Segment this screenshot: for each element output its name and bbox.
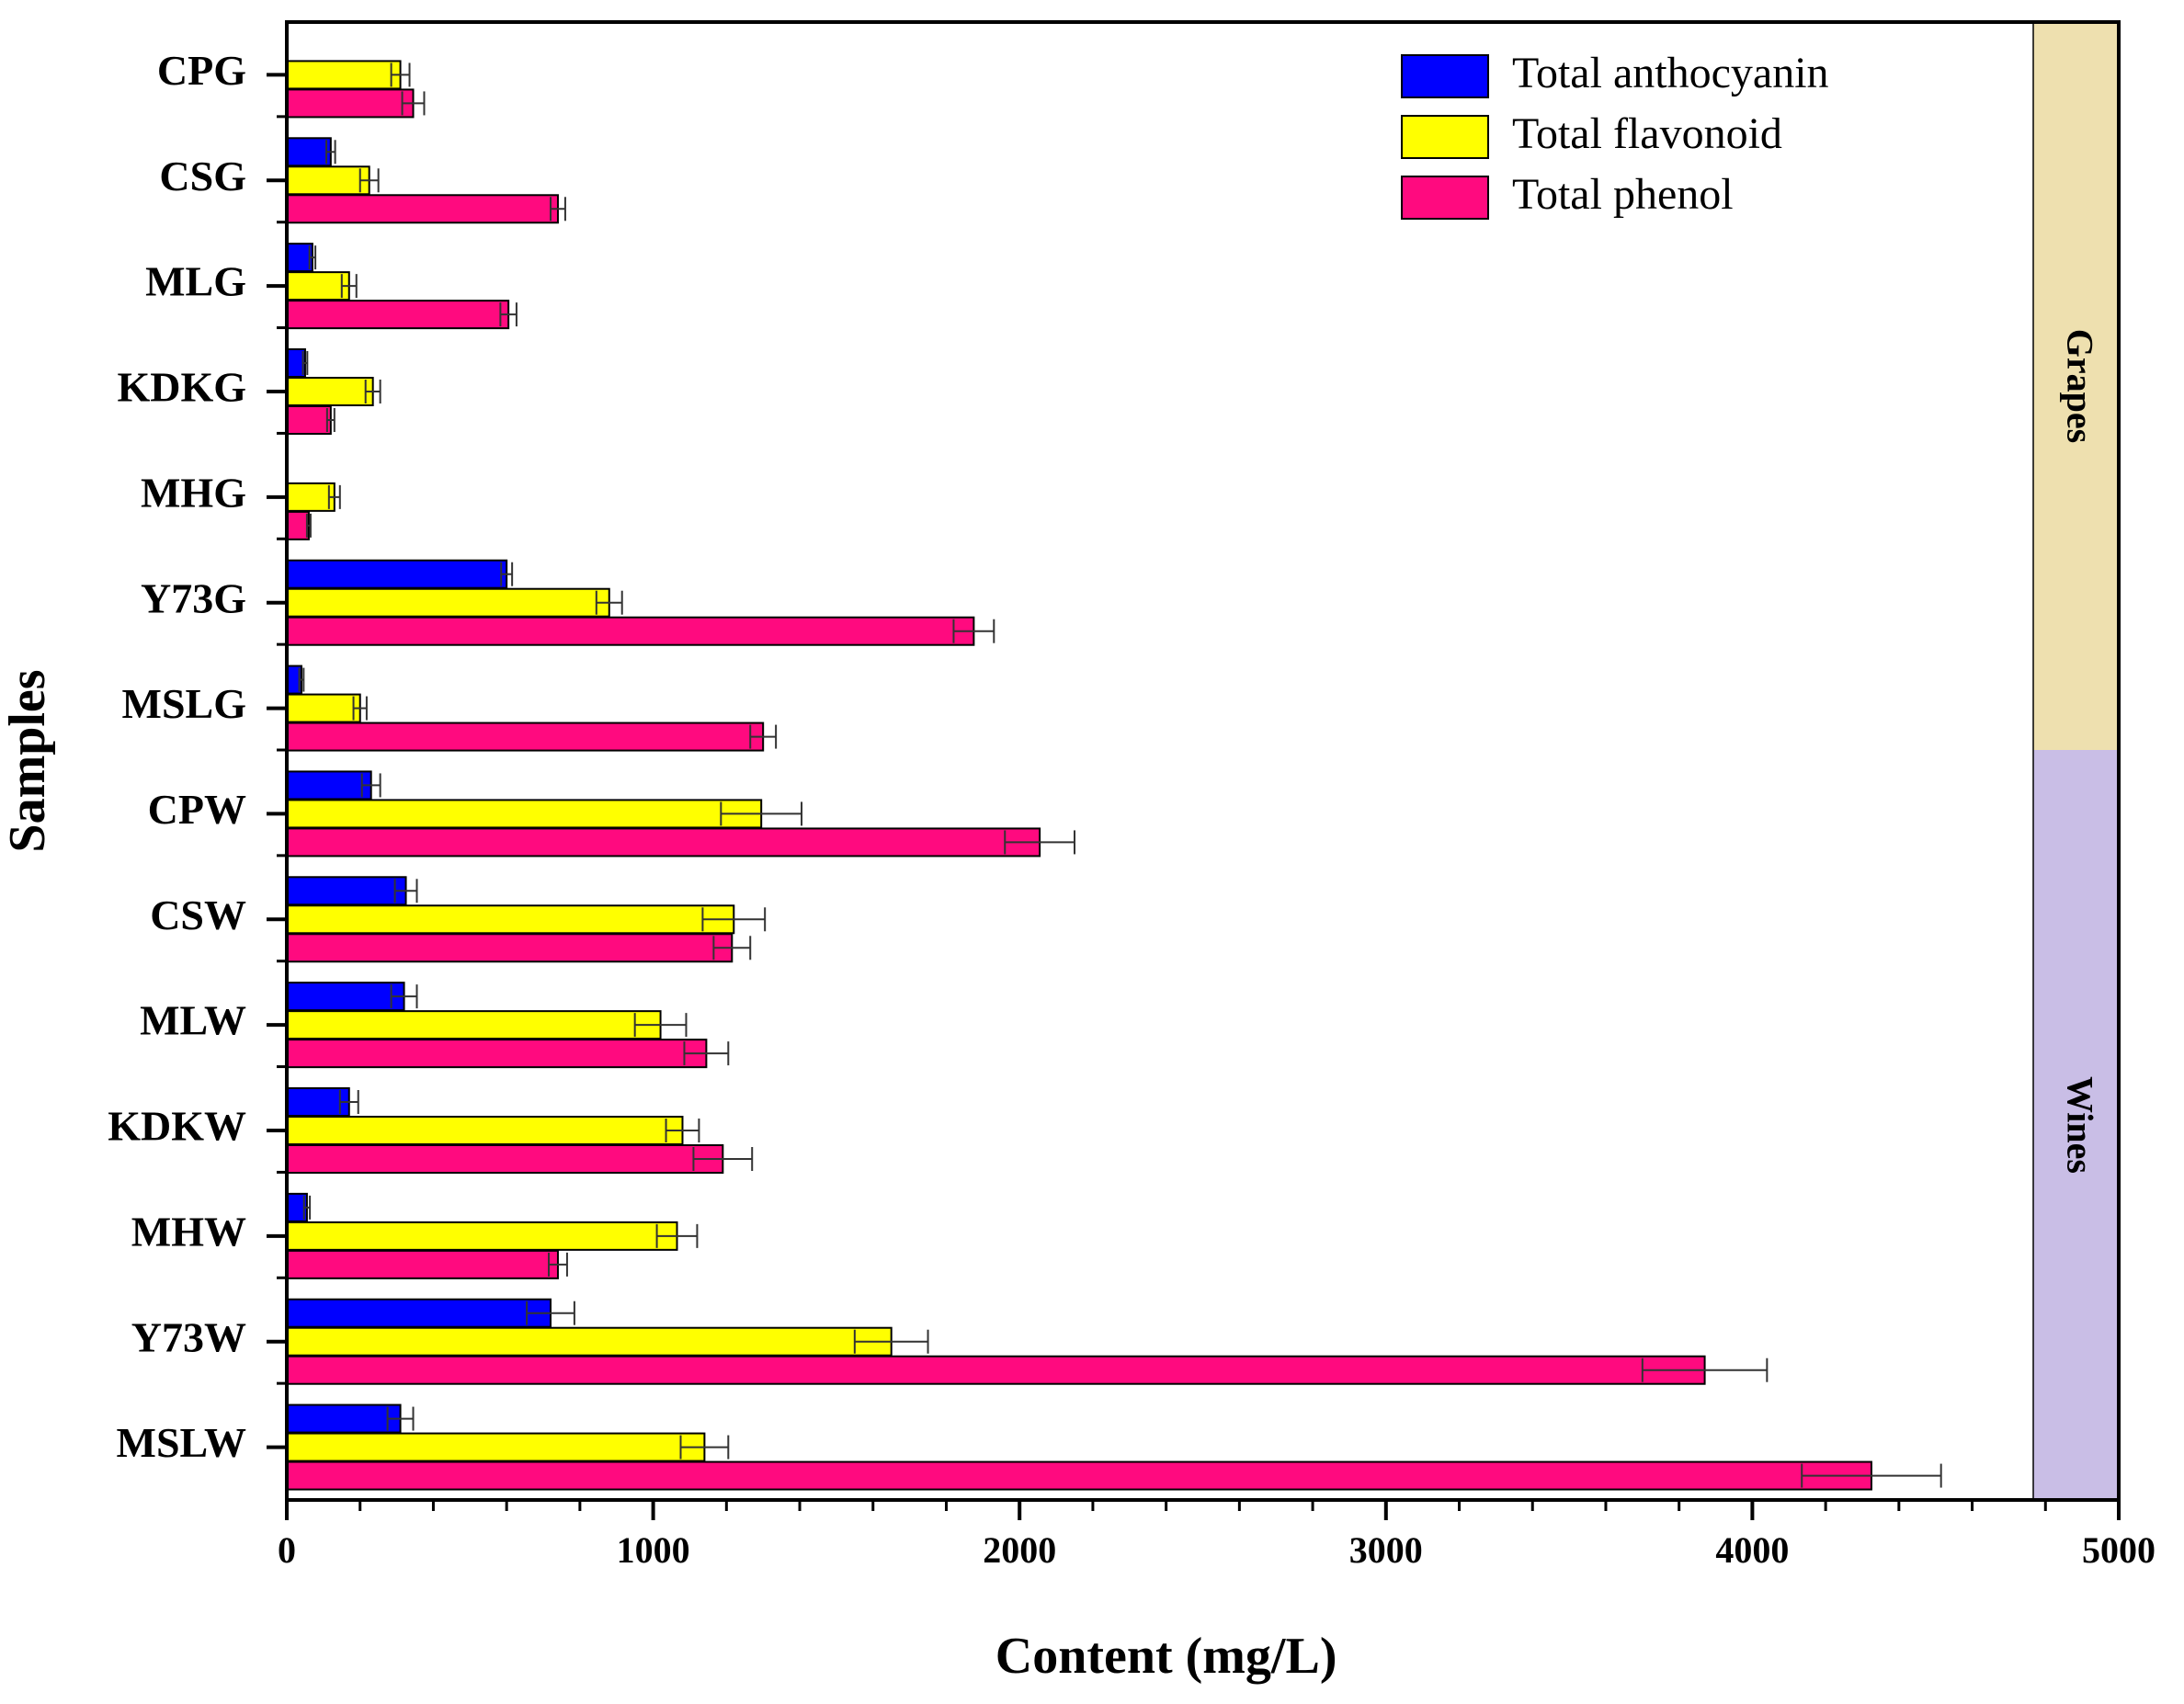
bar-y73w-series-1: [287, 1328, 892, 1356]
bar-y73g-series-0: [287, 561, 506, 588]
bar-chart: Grapes Wines CPG CSG MLG KDKG MHG Y73G MSLG CPW C…: [0, 0, 2184, 1704]
legend-swatch-0: [1402, 55, 1488, 97]
bar-mhg-series-2: [287, 512, 309, 540]
bar-csg-series-0: [287, 138, 331, 165]
x-tick-label-3000: 3000: [1349, 1529, 1423, 1571]
y-tick-label-mlw: MLW: [140, 997, 246, 1044]
y-tick-label-y73w: Y73W: [131, 1313, 246, 1360]
bar-mlw-series-0: [287, 983, 404, 1010]
bar-mslw-series-2: [287, 1462, 1871, 1490]
bar-mslw-series-1: [287, 1434, 704, 1461]
x-tick-label-0: 0: [278, 1529, 296, 1571]
y-tick-label-kdkg: KDKG: [117, 364, 246, 411]
x-tick-label-1000: 1000: [617, 1529, 690, 1571]
bar-csg-series-1: [287, 166, 370, 194]
x-axis-title: Content (mg/L): [995, 1628, 1337, 1685]
bar-kdkg-series-2: [287, 406, 331, 434]
bar-series: [287, 61, 1941, 1489]
bar-csg-series-2: [287, 195, 558, 222]
y-tick-label-csg: CSG: [159, 153, 246, 199]
y-tick-label-mhw: MHW: [131, 1208, 246, 1255]
legend-swatch-1: [1402, 116, 1488, 158]
legend-label-2: Total phenol: [1512, 170, 1734, 219]
bar-kdkw-series-2: [287, 1145, 722, 1173]
y-tick-label-csw: CSW: [150, 892, 246, 938]
y-axis-title: Samples: [0, 669, 56, 852]
group-label-grapes: Grapes: [2059, 329, 2100, 443]
y-tick-label-mslw: MSLW: [117, 1419, 246, 1466]
group-label-wines: Wines: [2059, 1076, 2100, 1174]
bar-mlw-series-2: [287, 1039, 706, 1067]
bar-cpg-series-1: [287, 61, 401, 88]
bar-y73g-series-1: [287, 589, 609, 617]
bar-y73g-series-2: [287, 618, 973, 645]
bar-csw-series-1: [287, 905, 734, 933]
legend-swatch-2: [1402, 176, 1488, 219]
bar-csw-series-2: [287, 934, 732, 961]
x-tick-label-2000: 2000: [983, 1529, 1056, 1571]
bar-cpw-series-1: [287, 800, 761, 827]
bar-cpw-series-2: [287, 828, 1040, 856]
bar-mhw-series-1: [287, 1222, 677, 1250]
y-tick-label-mlg: MLG: [145, 258, 246, 305]
bar-mlg-series-2: [287, 301, 508, 328]
bar-mlg-series-1: [287, 272, 349, 300]
bar-mhw-series-2: [287, 1251, 558, 1278]
x-tick-label-4000: 4000: [1715, 1529, 1789, 1571]
y-tick-label-mslg: MSLG: [122, 680, 246, 727]
bar-csw-series-0: [287, 877, 406, 904]
group-bands: Grapes Wines: [2033, 22, 2119, 1500]
bar-y73w-series-2: [287, 1357, 1705, 1384]
legend: Total anthocyanin Total flavonoid Total ph…: [1402, 49, 1829, 219]
bar-cpw-series-0: [287, 771, 371, 799]
bar-mslg-series-2: [287, 723, 763, 751]
bar-mlw-series-1: [287, 1011, 661, 1039]
legend-label-0: Total anthocyanin: [1512, 49, 1829, 97]
bar-kdkw-series-1: [287, 1117, 682, 1144]
y-tick-label-cpg: CPG: [157, 47, 246, 94]
bar-mslg-series-1: [287, 695, 360, 722]
bar-mslw-series-0: [287, 1405, 401, 1433]
y-tick-label-kdkw: KDKW: [108, 1103, 246, 1150]
bar-kdkg-series-1: [287, 378, 373, 405]
bar-mhg-series-1: [287, 483, 335, 511]
x-tick-label-5000: 5000: [2082, 1529, 2156, 1571]
bar-cpg-series-2: [287, 89, 414, 117]
plot-frame: [287, 22, 2119, 1500]
legend-label-1: Total flavonoid: [1512, 109, 1782, 158]
bar-y73w-series-0: [287, 1300, 551, 1327]
y-tick-label-cpw: CPW: [148, 786, 246, 833]
y-tick-label-y73g: Y73G: [141, 574, 246, 621]
y-tick-label-mhg: MHG: [141, 469, 246, 516]
